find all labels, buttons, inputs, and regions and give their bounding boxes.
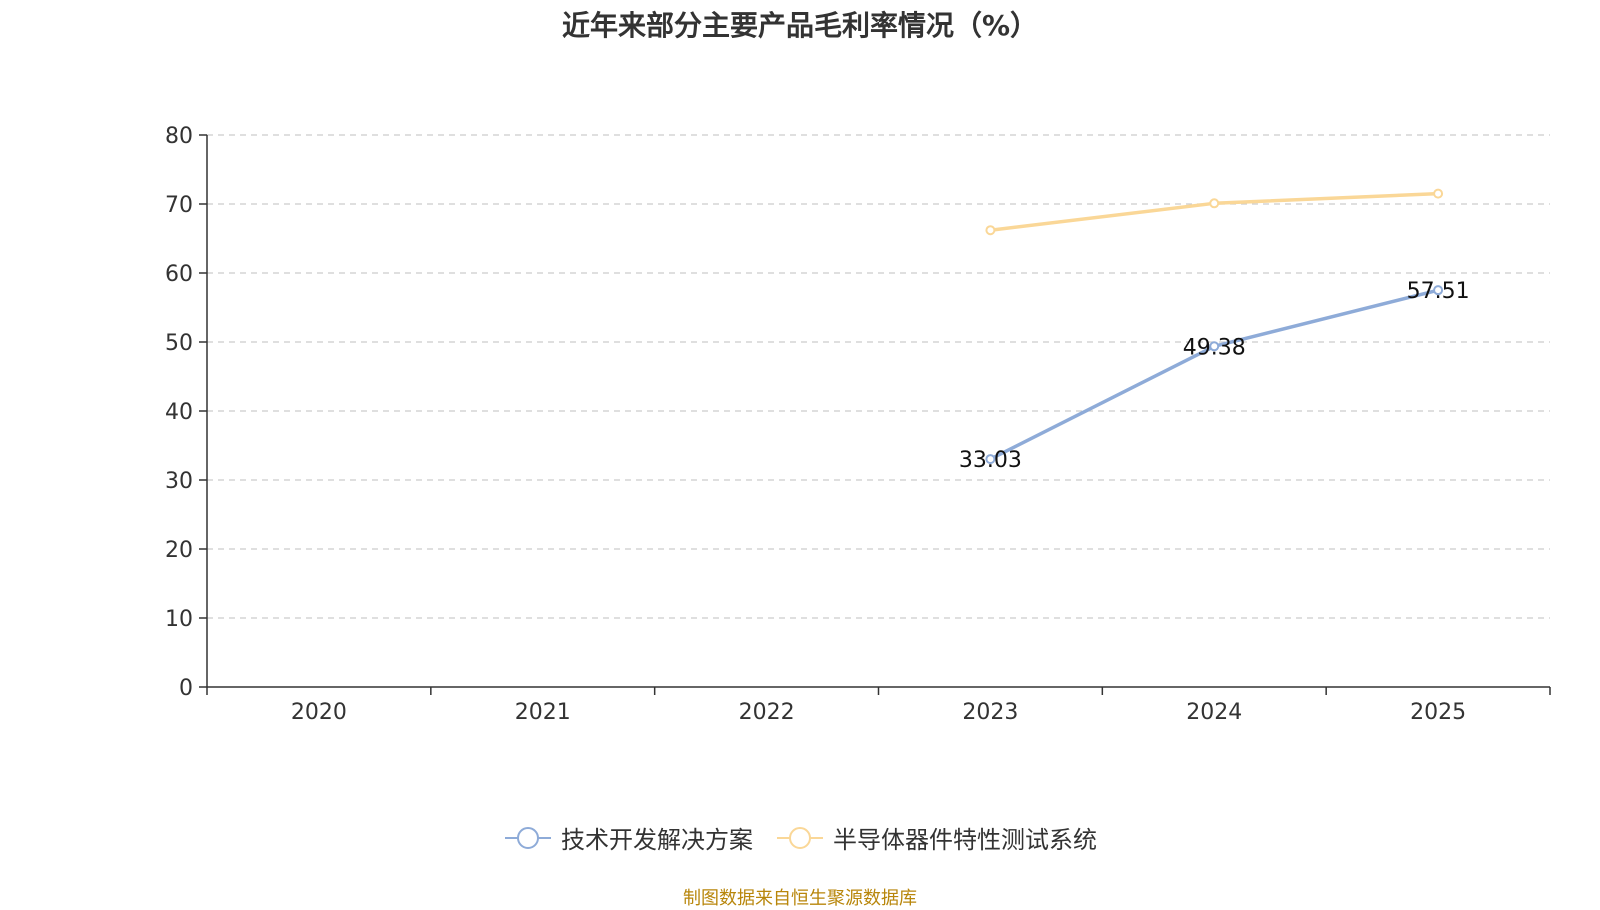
series-lines [985, 188, 1444, 465]
legend-marker-icon [777, 826, 823, 849]
x-tick-label: 2025 [1410, 700, 1466, 725]
legend-marker-icon [505, 826, 551, 849]
data-labels: 33.03 49.38 57.51 [959, 279, 1470, 473]
data-point[interactable] [985, 225, 996, 236]
x-tick-label: 2024 [1186, 700, 1242, 725]
data-point[interactable] [1433, 188, 1444, 199]
legend: 技术开发解决方案 半导体器件特性测试系统 [0, 820, 1600, 855]
data-label: 33.03 [959, 448, 1022, 473]
y-tick-label: 0 [179, 676, 193, 701]
x-tick-label: 2023 [962, 700, 1018, 725]
series-line-0 [989, 288, 1439, 461]
y-tick-label: 30 [165, 469, 193, 494]
data-label: 57.51 [1407, 279, 1470, 304]
legend-label: 半导体器件特性测试系统 [833, 826, 1097, 854]
y-tick-label: 10 [165, 607, 193, 632]
data-point[interactable] [1209, 198, 1220, 209]
source-note: 制图数据来自恒生聚源数据库 [683, 888, 917, 909]
data-point[interactable] [1433, 285, 1444, 296]
data-label: 49.38 [1183, 335, 1246, 360]
grid-lines [207, 134, 1550, 619]
x-tick-label: 2022 [739, 700, 795, 725]
y-tick-label: 40 [165, 400, 193, 425]
data-point[interactable] [1209, 341, 1220, 352]
legend-item-semiconductor[interactable]: 半导体器件特性测试系统 [775, 820, 1097, 855]
y-tick-label: 70 [165, 193, 193, 218]
x-tick-label: 2021 [515, 700, 571, 725]
line-chart: 0 10 20 30 40 50 60 70 80 2020 2021 2022 2023 2024 202… [165, 124, 1551, 725]
x-tick-label: 2020 [291, 700, 347, 725]
y-tick-label: 80 [165, 124, 193, 149]
legend-item-tech-dev[interactable]: 技术开发解决方案 [503, 820, 753, 855]
data-point[interactable] [985, 454, 996, 465]
y-tick-label: 20 [165, 538, 193, 563]
y-tick-label: 50 [165, 331, 193, 356]
axes: 0 10 20 30 40 50 60 70 80 2020 2021 2022 2023 2024 202… [165, 124, 1551, 725]
chart-title: 近年来部分主要产品毛利率情况（%） [561, 9, 1039, 42]
legend-label: 技术开发解决方案 [561, 826, 753, 854]
y-tick-label: 60 [165, 262, 193, 287]
